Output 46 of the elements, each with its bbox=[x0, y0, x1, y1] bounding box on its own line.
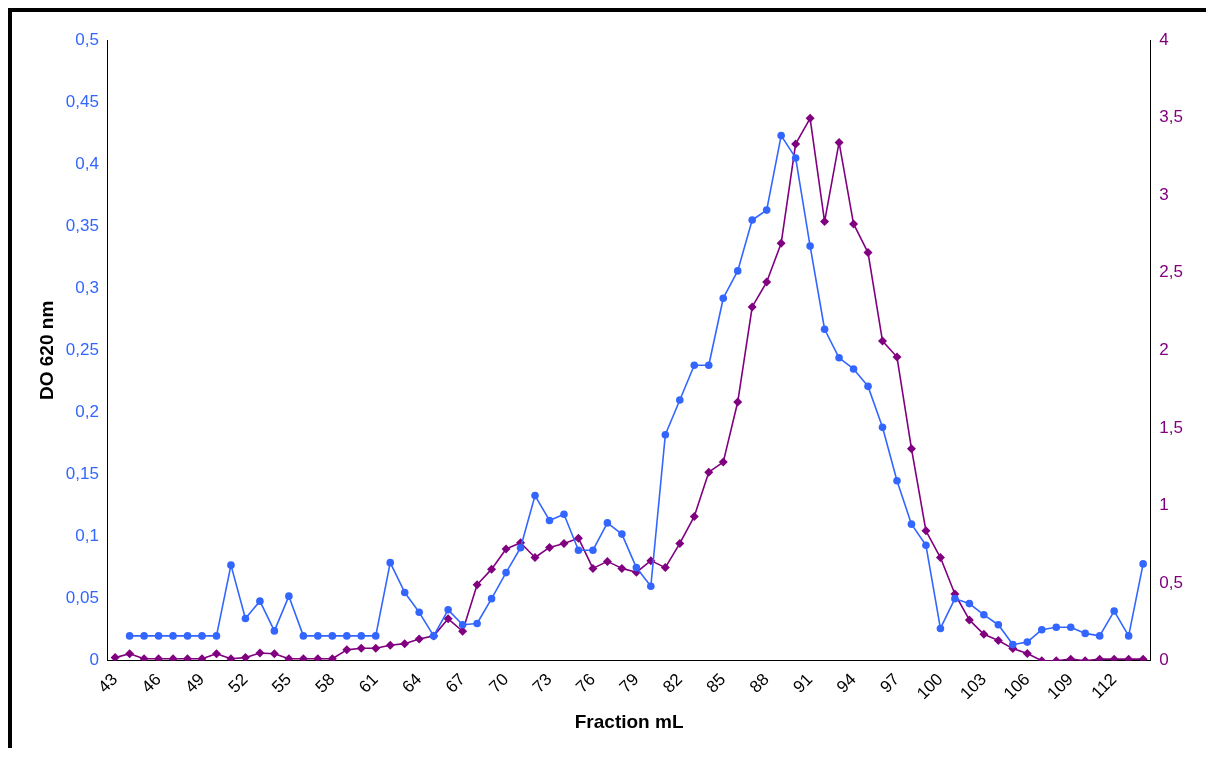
x-tick-label: 103 bbox=[956, 669, 990, 704]
y2-tick-label: 3,5 bbox=[1159, 107, 1184, 127]
y-tick-label: 0,45 bbox=[65, 91, 99, 111]
x-tick-label: 109 bbox=[1043, 669, 1077, 704]
y-tick-label: 0,5 bbox=[75, 29, 99, 49]
y2-tick-label: 2,5 bbox=[1159, 262, 1184, 282]
x-tick-label: 67 bbox=[441, 669, 469, 697]
x-tick-label: 61 bbox=[355, 669, 382, 697]
x-tick-label: 91 bbox=[789, 669, 817, 697]
y2-tick-label: 4 bbox=[1159, 29, 1169, 49]
x-tick-label: 112 bbox=[1087, 669, 1121, 703]
y-tick-label: 0,3 bbox=[75, 277, 99, 297]
y-tick-label: 0 bbox=[89, 650, 99, 670]
x-tick-label: 100 bbox=[913, 669, 947, 704]
x-tick-label: 46 bbox=[137, 669, 165, 697]
x-tick-label: 88 bbox=[746, 669, 773, 697]
x-tick-label: 64 bbox=[398, 669, 426, 697]
x-tick-label: 76 bbox=[572, 669, 600, 697]
y-tick-label: 0,05 bbox=[65, 588, 99, 608]
x-tick-label: 97 bbox=[876, 669, 904, 697]
x-tick-label: 70 bbox=[485, 669, 513, 697]
y-tick-label: 0,35 bbox=[65, 215, 99, 235]
x-axis-title: Fraction mL bbox=[574, 710, 684, 732]
y-tick-label: 0,1 bbox=[75, 526, 99, 546]
y2-tick-label: 0,5 bbox=[1159, 572, 1184, 592]
y2-tick-label: 0 bbox=[1159, 650, 1169, 670]
x-tick-label: 85 bbox=[702, 669, 730, 697]
x-tick-label: 52 bbox=[224, 669, 252, 697]
x-tick-label: 82 bbox=[659, 669, 686, 697]
y2-tick-label: 1 bbox=[1159, 495, 1169, 515]
x-tick-label: 73 bbox=[528, 669, 556, 697]
x-tick-label: 79 bbox=[615, 669, 643, 697]
x-tick-label: 94 bbox=[832, 669, 860, 697]
y-tick-label: 0,15 bbox=[65, 464, 99, 484]
x-tick-label: 55 bbox=[268, 669, 296, 697]
x-tick-label: 58 bbox=[311, 669, 339, 697]
y2-tick-label: 1,5 bbox=[1159, 417, 1184, 437]
x-tick-label: 49 bbox=[181, 669, 209, 697]
y-tick-label: 0,25 bbox=[65, 340, 99, 360]
y-tick-label: 0,2 bbox=[75, 402, 99, 422]
y-tick-label: 0,4 bbox=[75, 153, 99, 173]
x-tick-label: 106 bbox=[999, 669, 1034, 704]
y2-tick-label: 3 bbox=[1159, 184, 1169, 204]
y2-tick-label: 2 bbox=[1159, 340, 1169, 360]
x-tick-label: 43 bbox=[94, 669, 122, 697]
y-axis-title: DO 620 nm bbox=[35, 300, 57, 400]
